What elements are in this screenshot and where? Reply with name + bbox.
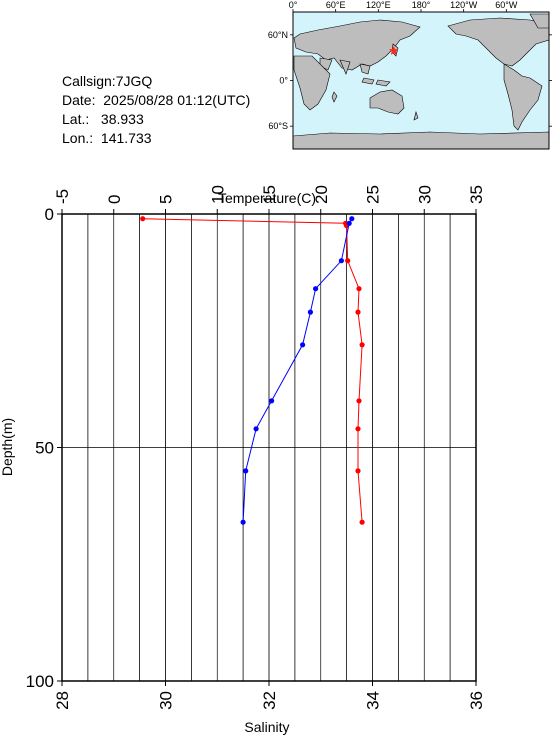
temperature-tick-label: 0 <box>105 195 124 204</box>
salinity-point <box>313 286 319 292</box>
temperature-point <box>356 286 362 292</box>
latitude-text: Lat.: 38.933 <box>62 111 144 127</box>
salinity-point <box>300 342 306 348</box>
star-icon <box>389 45 399 55</box>
map-lon-label: 120°W <box>450 0 478 10</box>
salinity-tick-label: 36 <box>467 691 486 710</box>
temperature-point <box>356 398 362 404</box>
temperature-axis-title: Temperature(C) <box>218 190 316 206</box>
temperature-point <box>359 342 365 348</box>
map-lon-label: 180° <box>412 0 431 10</box>
salinity-tick-label: 30 <box>157 691 176 710</box>
map-lon-label: 60°W <box>495 0 518 10</box>
depth-tick-label: 0 <box>45 205 54 224</box>
salinity-axis: 28 30 32 34 36 <box>53 681 486 710</box>
map-lon-label: 120°E <box>366 0 391 10</box>
salinity-tick-label: 34 <box>364 691 383 710</box>
date-text: Date: 2025/08/28 01:12(UTC) <box>62 92 251 108</box>
temperature-tick-label: -5 <box>53 189 72 204</box>
chart-grid <box>61 214 477 681</box>
series-layer <box>140 216 365 525</box>
map-lat-label: 60°S <box>268 121 288 131</box>
depth-axis-title: Depth(m) <box>0 418 15 476</box>
temperature-point <box>355 309 361 315</box>
salinity-point <box>307 309 313 315</box>
temperature-tick-label: 35 <box>467 185 486 204</box>
salinity-point <box>269 398 275 404</box>
map-land <box>292 13 550 150</box>
map-lon-label: 60°E <box>326 0 346 10</box>
salinity-point <box>243 468 249 474</box>
map-lon-label: 0° <box>289 0 298 10</box>
map-lat-label: 0° <box>279 76 288 86</box>
temperature-tick-label: 10 <box>208 185 227 204</box>
temperature-point <box>355 468 361 474</box>
salinity-tick-label: 28 <box>53 691 72 710</box>
temperature-point <box>345 258 351 264</box>
temperature-tick-label: 25 <box>364 185 383 204</box>
salinity-point <box>349 216 355 222</box>
map-lat-label: 60°N <box>268 30 288 40</box>
salinity-point <box>346 220 352 226</box>
depth-axis: 0 50 100 <box>26 205 62 691</box>
salinity-point <box>253 426 259 432</box>
temperature-tick-label: 5 <box>157 195 176 204</box>
temperature-tick-label: 15 <box>260 185 279 204</box>
longitude-text: Lon.: 141.733 <box>62 130 152 146</box>
salinity-point <box>240 519 246 525</box>
salinity-line <box>242 218 353 523</box>
temperature-point <box>355 426 361 432</box>
depth-tick-label: 50 <box>35 439 54 458</box>
temperature-tick-label: 30 <box>415 185 434 204</box>
station-info: Callsign:7JGQ Date: 2025/08/28 01:12(UTC… <box>62 72 250 148</box>
temperature-point <box>359 519 365 525</box>
callsign-text: Callsign:7JGQ <box>62 73 153 89</box>
temperature-axis: -5 0 5 10 15 20 25 30 35 <box>53 185 486 214</box>
depth-tick-label: 100 <box>26 672 54 691</box>
temperature-tick-label: 20 <box>312 185 331 204</box>
temperature-point <box>140 216 146 222</box>
location-map: 0° 60°E 120°E 180° 120°W 60°W 60°N 0° 60°S <box>268 0 552 150</box>
salinity-point <box>338 258 344 264</box>
salinity-tick-label: 32 <box>260 691 279 710</box>
salinity-axis-title: Salinity <box>244 719 289 735</box>
